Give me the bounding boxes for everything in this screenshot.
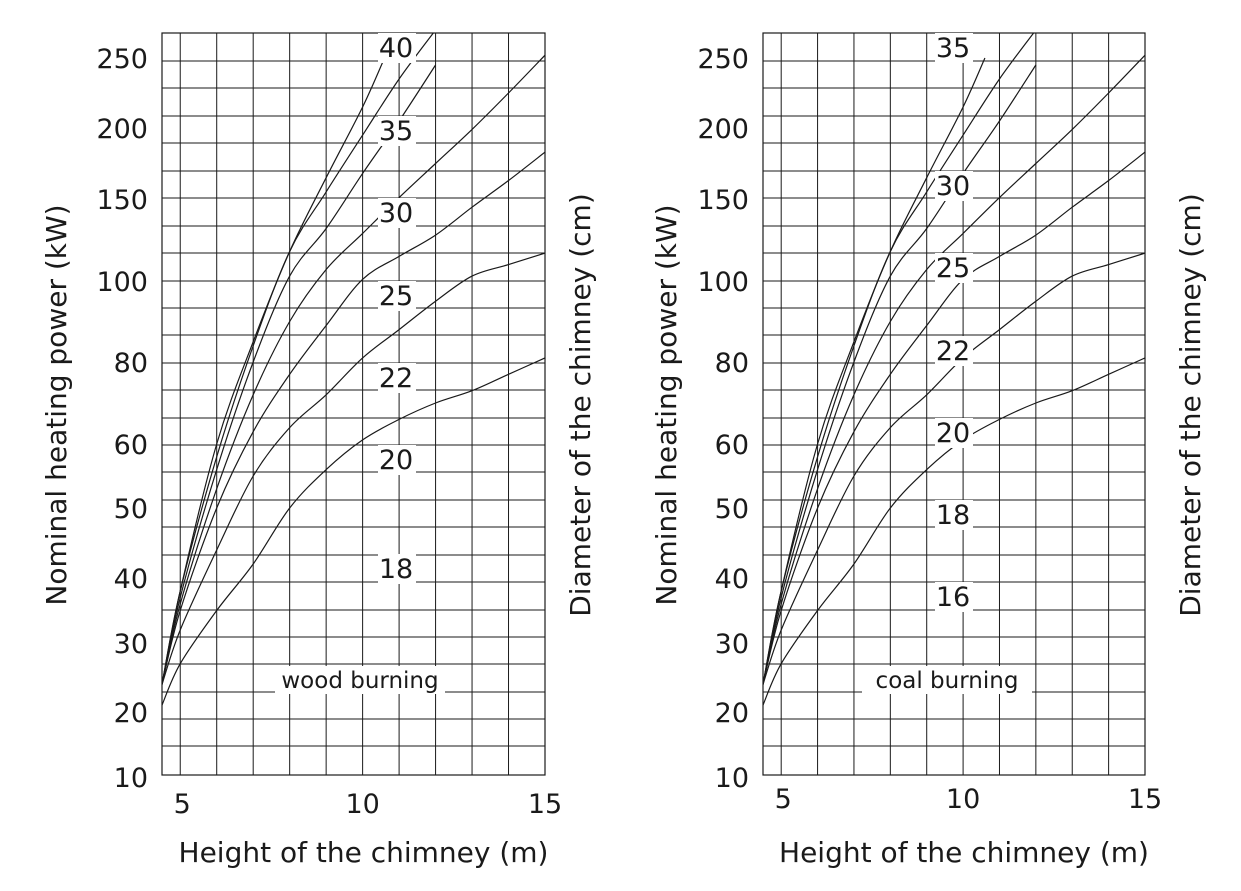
- y-tick-label: 150: [96, 185, 148, 216]
- series-line: [763, 151, 1145, 685]
- series-line: [162, 54, 545, 685]
- series-label-background: [378, 198, 416, 228]
- series-label-background: [935, 582, 973, 612]
- y2-axis-title: Diameter of the chimney (cm): [1174, 193, 1207, 617]
- series-label: 20: [936, 418, 970, 449]
- series-label: 30: [379, 198, 413, 229]
- series-line: [763, 252, 1145, 685]
- y-axis-title: Nominal heating power (kW): [650, 204, 683, 605]
- fuel-annotation: wood burning: [281, 668, 438, 694]
- series-label: 40: [379, 33, 413, 64]
- y-tick-label: 100: [697, 267, 749, 298]
- series-line: [162, 151, 545, 685]
- series-line: [162, 252, 545, 685]
- series-label-background: [378, 363, 416, 393]
- fuel-annotation: coal burning: [876, 668, 1019, 694]
- y-tick-label: 80: [715, 348, 749, 379]
- series-label-background: [378, 116, 416, 146]
- y-tick-label: 40: [114, 564, 148, 595]
- x-tick-label: 15: [528, 789, 562, 820]
- series-label: 18: [379, 554, 413, 585]
- annotation-background: [275, 666, 445, 694]
- series-label-background: [935, 171, 973, 201]
- x-tick-label: 15: [1128, 784, 1162, 815]
- y-axis-title: Nominal heating power (kW): [40, 204, 73, 605]
- y-tick-label: 30: [114, 629, 148, 660]
- series-label-background: [935, 253, 973, 283]
- annotation-background: [862, 666, 1032, 694]
- coal-burning-chart: 16 18 20 22 25 30 35 coal burning 250 200 150 100 80…: [600, 0, 1241, 891]
- series-line: [763, 54, 1145, 685]
- series-label-background: [935, 33, 973, 63]
- x-axis-title: Height of the chimney (m): [779, 836, 1149, 869]
- y-tick-label: 20: [715, 698, 749, 729]
- plot-frame: [161, 32, 546, 776]
- x-axis-title: Height of the chimney (m): [179, 836, 549, 869]
- series-line: [162, 57, 386, 685]
- y-tick-label: 50: [715, 494, 749, 525]
- series-label: 22: [379, 363, 413, 394]
- y2-axis-title: Diameter of the chimney (cm): [564, 193, 597, 617]
- y-tick-label: 250: [96, 44, 148, 75]
- y-tick-label: 50: [114, 494, 148, 525]
- x-tick-label: 10: [946, 784, 980, 815]
- y-tick-label: 30: [715, 629, 749, 660]
- series-label: 30: [936, 171, 970, 202]
- y-tick-label: 10: [114, 763, 148, 794]
- series-line: [763, 357, 1145, 706]
- y-tick-label: 60: [114, 430, 148, 461]
- series-label: 35: [379, 116, 413, 147]
- y-tick-label: 80: [114, 348, 148, 379]
- series-label-background: [935, 500, 973, 530]
- wood-burning-chart-svg: 18 20 22 25 30 35 40 wood burning 250 200 150 100 80…: [40, 32, 597, 869]
- x-tick-label: 5: [174, 789, 191, 820]
- y-tick-label: 10: [715, 763, 749, 794]
- y-tick-label: 250: [697, 44, 749, 75]
- series-label-background: [378, 33, 416, 63]
- curves-group: [763, 33, 1145, 706]
- series-label-background: [378, 554, 416, 584]
- y-tick-label: 60: [715, 430, 749, 461]
- x-tick-label: 5: [775, 784, 792, 815]
- series-label: 20: [379, 445, 413, 476]
- x-tick-label: 10: [345, 789, 379, 820]
- coal-burning-chart-svg: 16 18 20 22 25 30 35 coal burning 250 200 150 100 80…: [650, 32, 1207, 869]
- series-line: [162, 357, 545, 706]
- y-tick-label: 40: [715, 564, 749, 595]
- series-label-background: [378, 281, 416, 311]
- series-label: 25: [936, 253, 970, 284]
- y-tick-label: 200: [96, 114, 148, 145]
- series-label: 35: [936, 33, 970, 64]
- series-label: 18: [936, 500, 970, 531]
- series-label: 16: [936, 582, 970, 613]
- y-tick-label: 150: [697, 185, 749, 216]
- series-label-background: [935, 336, 973, 366]
- wood-burning-chart: 18 20 22 25 30 35 40 wood burning 250 200 150 100 80…: [0, 0, 620, 891]
- y-tick-label: 20: [114, 698, 148, 729]
- series-line: [763, 57, 986, 685]
- y-tick-label: 200: [697, 114, 749, 145]
- series-label-background: [935, 418, 973, 448]
- series-line: [763, 64, 1037, 685]
- curves-group: [162, 33, 545, 706]
- series-label-background: [378, 445, 416, 475]
- y-tick-label: 100: [96, 267, 148, 298]
- series-label: 25: [379, 281, 413, 312]
- series-label: 22: [936, 336, 970, 367]
